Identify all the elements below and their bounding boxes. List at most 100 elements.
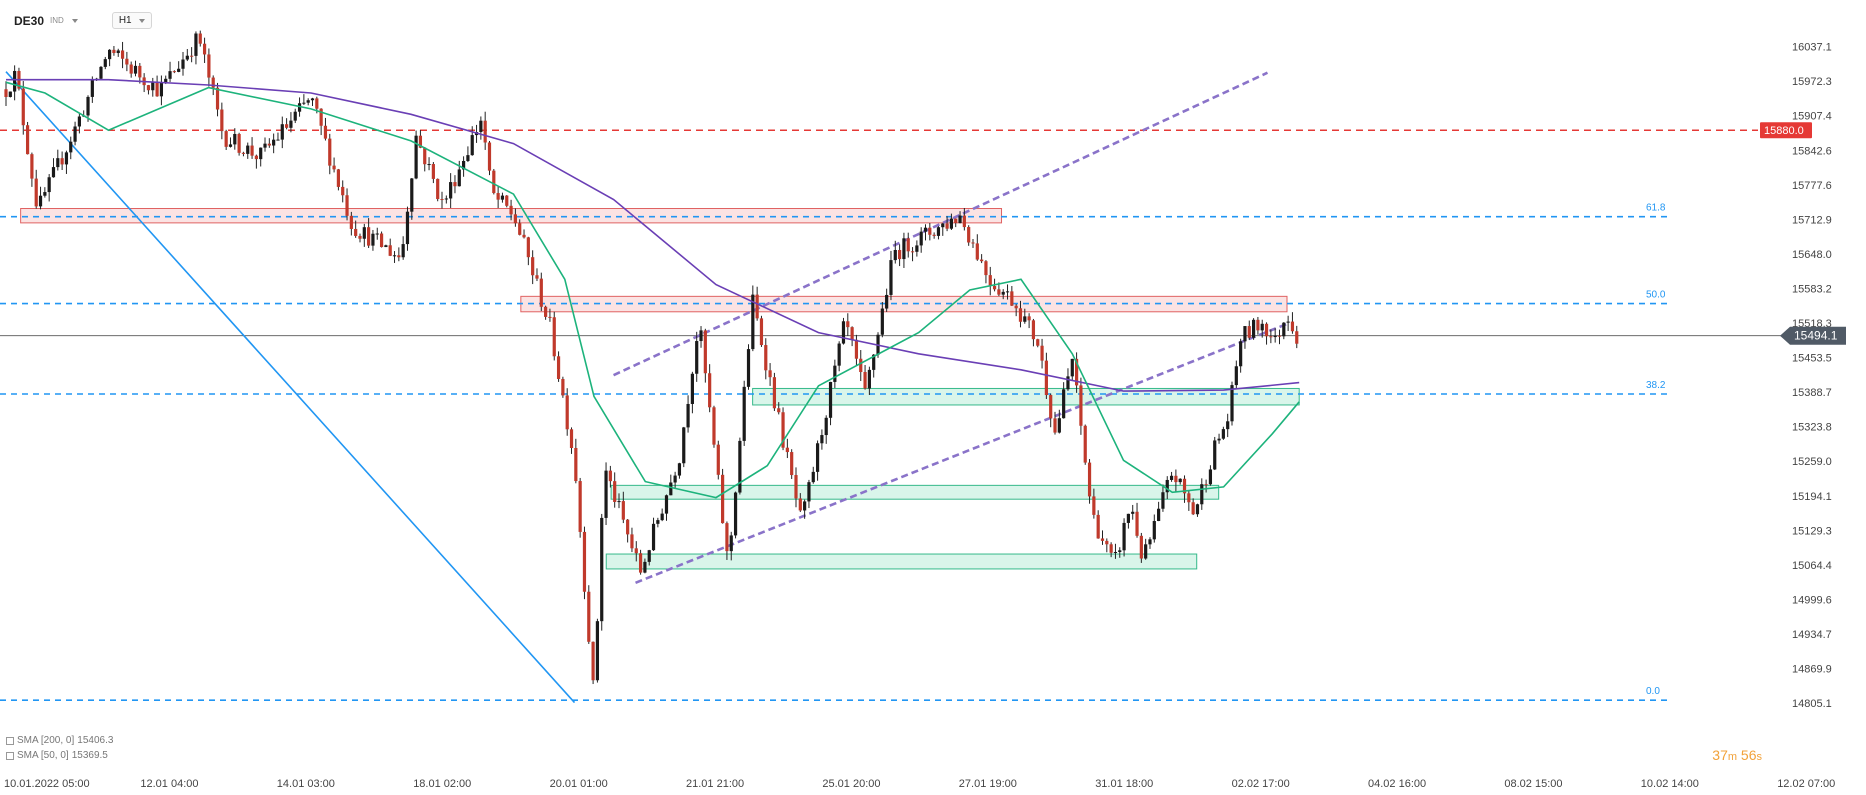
candle-body [716,444,720,475]
candle-body [285,124,289,128]
symbol-chevron-down-icon[interactable] [71,18,78,23]
candle-body [561,378,565,396]
candle-body [1251,319,1256,338]
candle-body [548,316,552,318]
candle-body [1273,335,1277,338]
candle-body [332,165,336,170]
y-tick-label: 15907.4 [1792,111,1832,123]
candle-body [781,412,785,448]
candle-body [177,68,181,72]
x-tick-label: 27.01 19:00 [959,778,1017,790]
candle-body [349,215,353,229]
candle-body [992,285,997,290]
candle-body [116,50,120,54]
candle-body [155,82,159,97]
candle-body [513,214,517,224]
symbol-label[interactable]: DE30 [14,13,45,28]
candle-body [47,177,51,193]
candle-body [1131,511,1135,514]
support-zone [605,553,1198,570]
candle-body [168,71,172,79]
candle-body [949,218,954,229]
support-zone [610,484,1220,500]
candle-body [833,365,837,382]
candle-body [185,55,189,60]
sma200-label: SMA [200, 0] [17,735,75,746]
candle-body [867,369,871,389]
support-zone [752,387,1300,406]
candle-body [651,523,656,551]
candle-body [841,321,846,344]
candle-body [643,561,647,573]
candle-body [708,373,712,408]
x-tick-label: 02.02 17:00 [1232,778,1290,790]
price-level-label: 15880.0 [1764,125,1804,137]
candle-body [302,102,306,104]
sma50-label: SMA [50, 0] [17,750,69,761]
candle-body [1169,475,1174,480]
candle-body [1264,323,1269,337]
candle-body [1010,291,1014,306]
candle-body [306,100,310,103]
channel-line [635,321,1290,584]
candle-body [297,103,302,112]
last-price-label: 15494.1 [1794,329,1838,343]
candle-body [738,440,742,493]
candle-body [1027,316,1031,321]
y-tick-label: 14869.9 [1792,664,1832,676]
timeframe-selector[interactable]: H1 [111,12,152,29]
candle-body [410,178,414,212]
candle-body [272,139,276,146]
candle-body [772,377,777,409]
candle-body [336,169,341,187]
y-tick-label: 15648.0 [1792,249,1832,261]
candle-body [13,70,17,92]
candle-body [544,306,548,317]
y-tick-label: 15129.3 [1792,525,1832,537]
indicator-settings-icon[interactable] [6,736,14,745]
x-tick-label: 14.01 03:00 [277,778,335,790]
candle-body [677,463,682,476]
y-tick-label: 15842.6 [1792,145,1832,157]
candle-body [1122,522,1126,551]
candle-body [733,492,738,536]
candle-body [785,447,789,453]
candle-body [509,205,513,215]
candle-body [215,87,220,110]
timeframe-label: H1 [118,15,132,26]
candle-body [725,523,729,552]
candle-body [803,501,807,511]
indicator-settings-icon[interactable] [6,751,14,760]
sma200-legend[interactable]: SMA [200, 0] 15406.3 [6,735,113,746]
candle-body [1062,389,1066,419]
candle-body [941,223,945,228]
sma50-legend[interactable]: SMA [50, 0] 15369.5 [6,750,108,761]
candle-body [73,126,77,142]
y-tick-label: 16037.1 [1792,42,1832,54]
x-tick-label: 08.02 15:00 [1504,778,1562,790]
y-tick-label: 14934.7 [1792,629,1832,641]
candle-body [1005,291,1010,293]
y-tick-label: 15064.4 [1792,560,1832,572]
candle-body [60,158,64,165]
candle-body [1001,291,1005,295]
y-tick-label: 15712.9 [1792,214,1832,226]
countdown-minutes: 37 [1712,747,1728,763]
candle-body [1049,395,1053,419]
candle-body [682,427,686,464]
candle-body [859,358,863,373]
candle-body [440,199,444,201]
candle-body [811,471,815,483]
candle-body [958,215,962,224]
candle-body [1070,358,1074,377]
candle-body [1105,540,1109,545]
candle-body [923,227,928,232]
candle-body [492,170,496,194]
candle-body [43,192,47,196]
candle-body [328,138,332,166]
x-tick-label: 12.01 04:00 [140,778,198,790]
candle-body [902,238,906,260]
candle-body [133,65,138,74]
timeframe-chevron-down-icon [138,18,145,23]
